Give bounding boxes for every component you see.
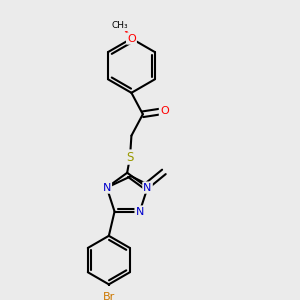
Text: O: O: [127, 34, 136, 44]
Text: N: N: [136, 206, 144, 217]
Text: O: O: [160, 106, 169, 116]
Text: S: S: [126, 151, 134, 164]
Text: N: N: [103, 183, 111, 193]
Text: N: N: [143, 183, 152, 193]
Text: Br: Br: [103, 292, 115, 300]
Text: CH₃: CH₃: [112, 21, 128, 30]
